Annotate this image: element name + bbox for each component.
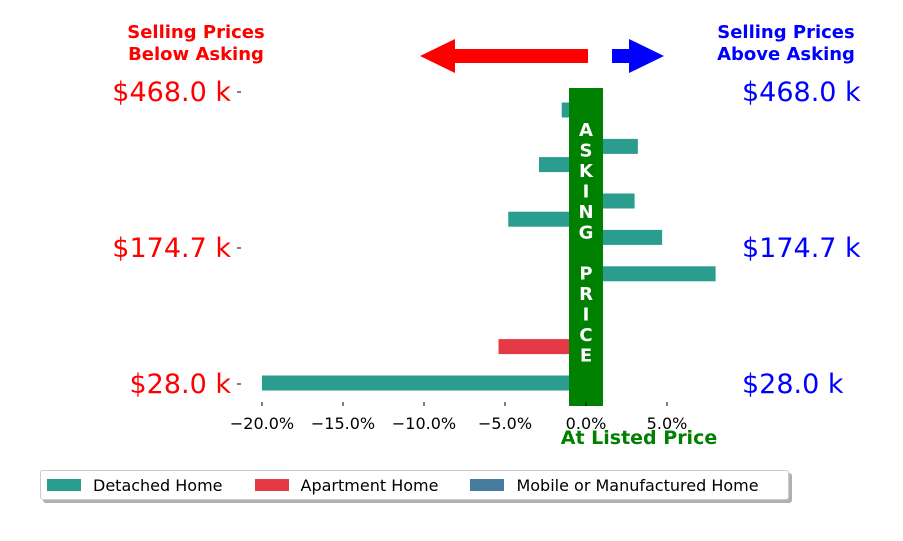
asking-letter: E [580, 346, 592, 367]
bar-detached-home-14 [262, 375, 586, 391]
asking-letter: I [583, 182, 590, 203]
legend-label-apartment: Apartment Home [300, 475, 439, 495]
bar-apartment-home-0 [498, 339, 586, 355]
price-label-right: $174.7 k [742, 233, 861, 264]
x-tick-label: 0.0% [566, 414, 607, 433]
asking-letter: S [580, 141, 593, 162]
asking-letter: A [579, 120, 593, 141]
legend-swatch-mobile [470, 479, 505, 491]
price-label-left: $174.7 k [112, 233, 231, 264]
x-axis: −20.0% −15.0% −10.0% −5.0% 0.0% 5.0% [230, 402, 687, 433]
header-left-line-1: Selling Prices [127, 22, 264, 43]
left-arrow-icon [420, 39, 588, 73]
center-label: At Listed Price [561, 427, 717, 449]
bars-layer [262, 102, 716, 391]
price-label-right: $468.0 k [742, 77, 861, 108]
price-label-left: $468.0 k [112, 77, 231, 108]
price-label-left: $28.0 k [129, 369, 231, 400]
bar-detached-home-7 [586, 229, 663, 245]
asking-letter: I [583, 305, 590, 326]
asking-letter: R [579, 284, 593, 305]
header-left-line-2: Below Asking [128, 44, 264, 65]
asking-letter: N [578, 202, 593, 223]
legend-swatch-apartment [254, 479, 289, 491]
right-arrow-icon [612, 39, 664, 73]
asking-price-band [569, 88, 603, 406]
x-tick-label: −5.0% [478, 414, 532, 433]
legend-item-apartment: Apartment Home [254, 475, 439, 495]
asking-letter: P [579, 264, 592, 285]
header-right-line-2: Above Asking [717, 44, 855, 65]
legend-item-mobile: Mobile or Manufactured Home [470, 475, 759, 495]
asking-letter: C [579, 325, 592, 346]
x-tick-label: −20.0% [230, 414, 294, 433]
legend-label-detached: Detached Home [93, 475, 223, 495]
header-right-line-1: Selling Prices [717, 22, 854, 43]
x-tick-label: −15.0% [311, 414, 375, 433]
price-label-right: $28.0 k [742, 369, 844, 400]
x-tick-label: −10.0% [392, 414, 456, 433]
legend-label-mobile: Mobile or Manufactured Home [516, 475, 759, 495]
legend-item-detached: Detached Home [47, 476, 223, 495]
bar-detached-home-6 [508, 211, 586, 227]
x-tick-label: 5.0% [647, 414, 688, 433]
legend: Detached Home Apartment Home Mobile or M… [40, 470, 789, 500]
price-labels: $468.0 k $468.0 k $174.7 k $174.7 k $28.0 k $… [112, 77, 861, 400]
bar-detached-home-9 [586, 266, 716, 282]
asking-letter: G [579, 223, 594, 244]
asking-letter: K [579, 161, 594, 182]
legend-swatch-detached [47, 479, 81, 491]
